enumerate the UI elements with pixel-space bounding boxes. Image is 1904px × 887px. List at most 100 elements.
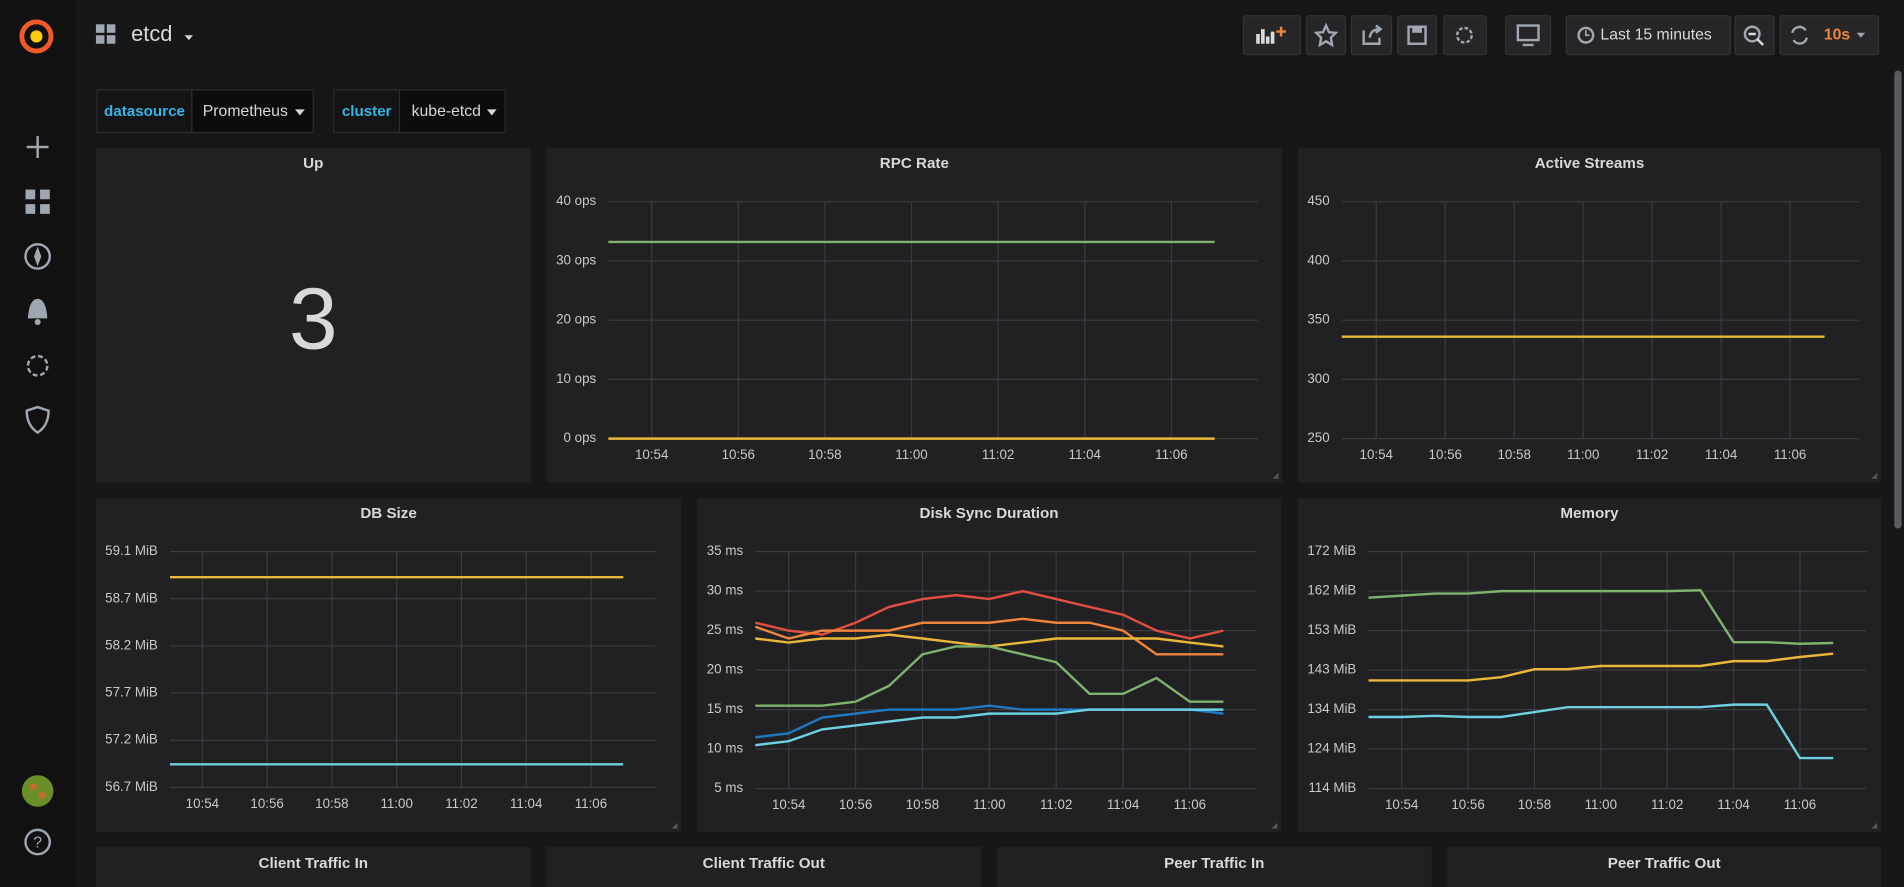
x-tick-label: 11:00 (1585, 797, 1617, 812)
settings-button[interactable] (1443, 15, 1487, 56)
time-range[interactable]: Last 15 minutes (1600, 26, 1711, 43)
x-tick-label: 11:00 (973, 797, 1005, 812)
y-tick-label: 114 MiB (1308, 780, 1356, 795)
x-tick-label: 10:54 (772, 797, 806, 812)
series-line (1368, 652, 1834, 682)
y-tick-label: 25 ms (707, 622, 744, 637)
x-tick-label: 10:54 (1360, 447, 1394, 462)
tv-mode-button[interactable] (1505, 15, 1552, 56)
series-line (755, 708, 1224, 747)
panel-title[interactable]: Active Streams (1535, 155, 1645, 172)
user-avatar[interactable] (21, 775, 54, 807)
x-tick-label: 11:04 (510, 796, 543, 811)
x-tick-label: 11:00 (895, 447, 927, 462)
refresh-interval[interactable]: 10s (1824, 26, 1851, 43)
x-tick-label: 10:54 (635, 447, 669, 462)
y-tick-label: 400 (1307, 252, 1329, 267)
resize-handle[interactable] (1871, 472, 1878, 479)
save-button[interactable] (1397, 15, 1438, 56)
y-tick-label: 10 ops (556, 371, 596, 386)
dashboard-picker[interactable]: etcd (95, 21, 194, 46)
y-tick-label: 5 ms (714, 780, 743, 795)
panel-title[interactable]: Peer Traffic Out (1608, 855, 1721, 872)
y-tick-label: 35 ms (707, 543, 744, 558)
star-button[interactable] (1305, 15, 1347, 56)
x-tick-label: 11:06 (1784, 797, 1816, 812)
y-tick-label: 58.7 MiB (105, 590, 158, 605)
x-tick-label: 10:56 (250, 796, 283, 811)
panel (996, 846, 1432, 887)
x-tick-label: 10:58 (315, 796, 348, 811)
panel (1447, 846, 1881, 887)
help-icon[interactable]: ? (24, 828, 51, 856)
series-line (1368, 703, 1834, 760)
series-line (754, 617, 1224, 656)
svg-text:?: ? (33, 834, 42, 851)
y-tick-label: 143 MiB (1307, 662, 1356, 677)
y-tick-label: 20 ms (707, 662, 744, 677)
x-tick-label: 11:04 (1107, 797, 1140, 812)
panel-title[interactable]: Disk Sync Duration (919, 505, 1058, 522)
grafana-logo[interactable] (19, 19, 54, 54)
x-tick-label: 11:02 (445, 796, 477, 811)
y-tick-label: 57.2 MiB (105, 732, 158, 747)
dashboard-title[interactable]: etcd (131, 21, 172, 46)
x-tick-label: 11:02 (1040, 797, 1072, 812)
panel-title[interactable]: Up (303, 155, 323, 172)
y-tick-label: 10 ms (707, 741, 744, 756)
y-tick-label: 15 ms (707, 701, 744, 716)
refresh-picker[interactable]: 10s (1779, 15, 1880, 56)
panel-title[interactable]: RPC Rate (880, 155, 949, 172)
y-tick-label: 134 MiB (1307, 701, 1356, 716)
variable-cluster[interactable]: cluster kube-etcd (333, 89, 506, 134)
y-tick-label: 0 ops (564, 430, 597, 445)
x-tick-label: 11:04 (1069, 447, 1102, 462)
stat-value: 3 (289, 270, 338, 368)
variable-datasource[interactable]: datasource Prometheus (96, 89, 314, 134)
config-icon[interactable] (26, 354, 49, 377)
y-tick-label: 350 (1307, 312, 1329, 327)
x-tick-label: 11:02 (1636, 447, 1668, 462)
panel-title[interactable]: DB Size (360, 505, 416, 522)
alerting-icon[interactable] (27, 298, 48, 326)
variable-value[interactable]: Prometheus (203, 103, 288, 120)
add-panel-button[interactable] (1242, 15, 1302, 56)
x-tick-label: 10:58 (906, 797, 939, 812)
dashboards-icon[interactable] (25, 189, 50, 214)
panel-title[interactable]: Memory (1560, 505, 1619, 522)
x-tick-label: 10:56 (1429, 447, 1462, 462)
x-tick-label: 11:00 (380, 796, 412, 811)
x-tick-label: 11:06 (1174, 797, 1206, 812)
variable-value[interactable]: kube-etcd (412, 103, 481, 120)
panel-title[interactable]: Client Traffic Out (703, 855, 825, 872)
sidebar (0, 0, 76, 887)
time-picker[interactable]: Last 15 minutes (1565, 15, 1731, 56)
y-tick-label: 30 ms (707, 583, 744, 598)
panel (95, 498, 682, 833)
y-tick-label: 300 (1307, 371, 1329, 386)
admin-icon[interactable] (25, 405, 50, 435)
x-tick-label: 10:54 (1385, 797, 1419, 812)
y-tick-label: 30 ops (556, 252, 596, 267)
share-button[interactable] (1350, 15, 1393, 56)
y-tick-label: 40 ops (556, 193, 596, 208)
scrollbar[interactable] (1894, 70, 1902, 529)
y-tick-label: 153 MiB (1307, 622, 1356, 637)
resize-handle[interactable] (1272, 472, 1279, 479)
create-icon[interactable] (26, 136, 49, 158)
y-tick-label: 56.7 MiB (105, 779, 158, 794)
panel (95, 148, 531, 483)
x-tick-label: 11:02 (982, 447, 1014, 462)
panel (546, 148, 1283, 483)
panel (95, 846, 531, 887)
y-tick-label: 57.7 MiB (105, 685, 158, 700)
x-tick-label: 10:56 (722, 447, 755, 462)
y-tick-label: 20 ops (556, 312, 596, 327)
x-tick-label: 10:58 (808, 447, 841, 462)
panel-title[interactable]: Client Traffic In (259, 855, 369, 872)
y-tick-label: 250 (1307, 430, 1329, 445)
panel-title[interactable]: Peer Traffic In (1164, 855, 1264, 872)
zoom-out-button[interactable] (1734, 15, 1775, 56)
panel (546, 846, 982, 887)
